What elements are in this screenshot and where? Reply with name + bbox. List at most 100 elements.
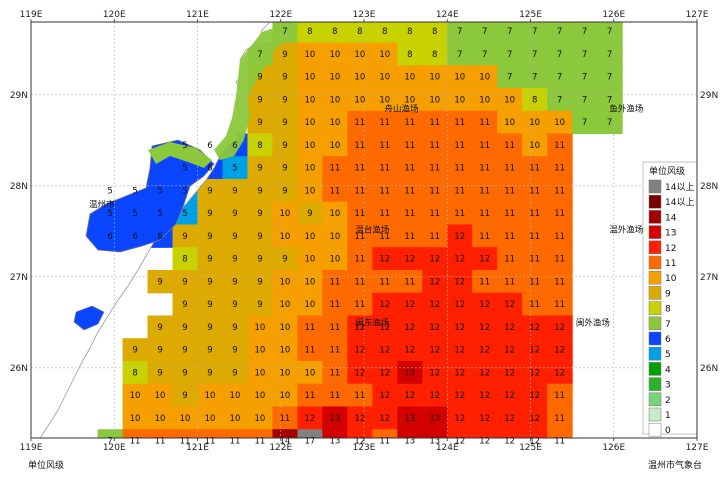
wind-value: 12 (504, 437, 515, 447)
wind-value: 8 (432, 27, 437, 37)
wind-value: 10 (304, 300, 315, 310)
wind-cell (372, 133, 398, 157)
wind-cell (247, 406, 274, 430)
wind-value: 12 (454, 368, 465, 378)
wind-value: 11 (354, 164, 365, 174)
wind-cell (522, 406, 548, 430)
lat-tick-left: 27N (10, 273, 28, 283)
wind-cell (322, 429, 348, 438)
wind-cell (297, 429, 323, 438)
wind-value: 11 (429, 164, 440, 174)
wind-value: 9 (257, 95, 262, 105)
wind-value: 11 (304, 346, 315, 356)
wind-value: 11 (155, 437, 166, 447)
wind-cell (572, 42, 598, 66)
wind-value: 9 (182, 232, 187, 242)
wind-cell (297, 65, 323, 89)
wind-value: 10 (379, 73, 390, 83)
wind-value: 11 (354, 232, 365, 242)
wind-cell (347, 224, 373, 248)
wind-value: 10 (279, 209, 290, 219)
wind-value: 7 (482, 27, 487, 37)
source-label: 温州市气象台 (647, 461, 702, 471)
wind-value: 11 (529, 186, 540, 196)
wind-cell (122, 360, 149, 385)
wind-value: 9 (207, 346, 212, 356)
wind-cell (347, 65, 373, 89)
wind-cell (447, 178, 473, 203)
wind-cell (347, 156, 373, 180)
fishing-ground-label: 温台渔场 (355, 224, 389, 235)
wind-value: 9 (207, 277, 212, 287)
wind-value: 12 (379, 346, 390, 356)
wind-cell (297, 247, 323, 271)
wind-value: 7 (582, 73, 587, 83)
wind-cell (247, 360, 274, 385)
wind-value: 12 (429, 277, 440, 287)
wind-value: 10 (504, 95, 515, 105)
legend-label: 0 (665, 426, 671, 436)
wind-cell (172, 429, 199, 438)
wind-value: 7 (607, 73, 612, 83)
wind-cell (322, 65, 348, 89)
wind-cell (222, 247, 249, 271)
lat-tick-right: 27N (700, 273, 718, 283)
wind-value: 10 (255, 368, 266, 378)
wind-value: 9 (307, 209, 312, 219)
wind-value: 9 (257, 232, 262, 242)
lat-tick-right: 29N (700, 91, 718, 101)
legend-label: 10 (665, 274, 677, 284)
wind-value: 10 (354, 50, 365, 60)
wind-cell (472, 133, 498, 157)
wind-cell (547, 156, 573, 180)
wind-value: 9 (282, 164, 287, 174)
wind-cell (522, 315, 548, 339)
wind-value: 10 (554, 118, 565, 128)
wind-cell (522, 110, 548, 135)
wind-cell (447, 383, 473, 408)
wind-value: 10 (379, 95, 390, 105)
wind-value: 12 (479, 300, 490, 310)
legend-swatch (648, 331, 662, 346)
wind-value: 11 (329, 164, 340, 174)
wind-value: 11 (329, 391, 340, 401)
legend-label: 3 (665, 381, 671, 391)
wind-cell (97, 429, 124, 438)
wind-value: 6 (157, 232, 162, 242)
wind-value: 11 (379, 209, 390, 219)
legend-label: 9 (665, 289, 671, 299)
wind-value: 13 (404, 437, 415, 447)
wind-cell (297, 360, 323, 385)
lon-tick-bottom: 123E (353, 443, 376, 453)
wind-cell (322, 133, 348, 157)
wind-value: 9 (182, 277, 187, 287)
wind-value: 11 (479, 186, 490, 196)
wind-cell (497, 292, 523, 317)
wind-cell (522, 269, 548, 294)
wind-value: 17 (304, 437, 315, 447)
city-label: 温州市 (89, 199, 115, 210)
wind-value: 7 (532, 73, 537, 83)
wind-cell (547, 65, 573, 89)
lon-tick-bottom: 120E (103, 443, 126, 453)
wind-cell (572, 110, 598, 135)
wind-value: 9 (207, 255, 212, 265)
legend-swatch (648, 240, 662, 255)
wind-value: 11 (529, 300, 540, 310)
wind-cell (472, 22, 498, 44)
wind-value: 9 (282, 186, 287, 196)
wind-cell (447, 406, 473, 430)
wind-cell (497, 87, 523, 112)
wind-value: 6 (207, 164, 212, 174)
wind-value: 5 (132, 186, 137, 196)
wind-value: 7 (282, 27, 287, 37)
wind-value: 7 (557, 50, 562, 60)
wind-cell (322, 360, 348, 385)
wind-value: 13 (404, 368, 415, 378)
wind-cell (497, 156, 523, 180)
legend-label: 14以上 (665, 197, 694, 208)
wind-cell (122, 383, 149, 408)
wind-value: 12 (354, 437, 365, 447)
wind-cell (197, 247, 224, 271)
